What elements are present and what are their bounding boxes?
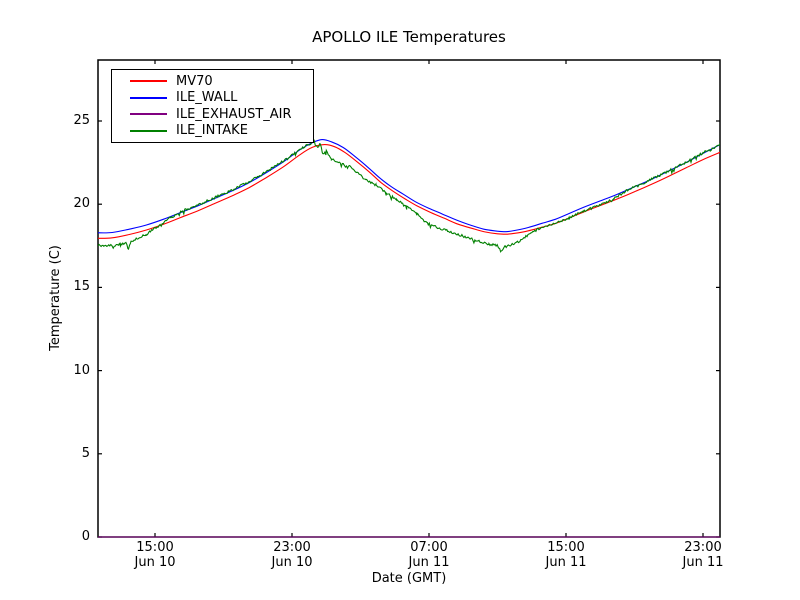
x-tick-label: 23:00 Jun 10 [247, 540, 337, 570]
x-tick-time: 07:00 [410, 540, 448, 555]
x-tick-time: 23:00 [684, 540, 722, 555]
legend-label-ile-wall: ILE_WALL [176, 90, 238, 106]
x-tick-time: 23:00 [273, 540, 311, 555]
legend-row-mv70: MV70 [112, 73, 313, 89]
legend-line-ile-exhaust-air [130, 113, 167, 116]
x-tick-label: 15:00 Jun 11 [521, 540, 611, 570]
x-tick-label: 15:00 Jun 10 [110, 540, 200, 570]
legend-line-ile-wall [130, 96, 167, 99]
y-tick-label: 15 [73, 279, 90, 295]
x-tick-label: 07:00 Jun 11 [384, 540, 474, 570]
y-tick-label: 20 [73, 196, 90, 212]
series-line-mv70 [98, 144, 720, 239]
x-tick-time: 15:00 [136, 540, 174, 555]
y-tick-label: 25 [73, 113, 90, 128]
x-tick-date: Jun 11 [682, 555, 724, 570]
legend-line-mv70 [130, 80, 167, 83]
legend-label-mv70: MV70 [176, 73, 213, 89]
legend-row-ile-exhaust-air: ILE_EXHAUST_AIR [112, 106, 313, 122]
x-tick-time: 15:00 [547, 540, 585, 555]
legend: MV70 ILE_WALL ILE_EXHAUST_AIR ILE_INTAKE [111, 69, 314, 143]
x-tick-date: Jun 10 [134, 555, 176, 570]
legend-label-ile-intake: ILE_INTAKE [176, 123, 248, 139]
x-tick-date: Jun 11 [545, 555, 587, 570]
x-tick-date: Jun 11 [408, 555, 450, 570]
series-line-ile-intake [98, 139, 720, 254]
legend-line-ile-intake [130, 129, 167, 132]
y-tick-label: 0 [81, 529, 90, 544]
x-tick-label: 23:00 Jun 11 [658, 540, 748, 570]
x-tick-date: Jun 10 [271, 555, 313, 570]
x-axis-label: Date (GMT) [371, 571, 447, 586]
legend-label-ile-exhaust-air: ILE_EXHAUST_AIR [176, 106, 292, 122]
legend-row-ile-wall: ILE_WALL [112, 90, 313, 106]
chart-title: APOLLO ILE Temperatures [312, 28, 506, 46]
legend-row-ile-intake: ILE_INTAKE [112, 123, 313, 139]
y-tick-label: 10 [73, 362, 90, 378]
series-line-ile-wall [98, 139, 720, 234]
y-tick-label: 5 [81, 445, 90, 461]
